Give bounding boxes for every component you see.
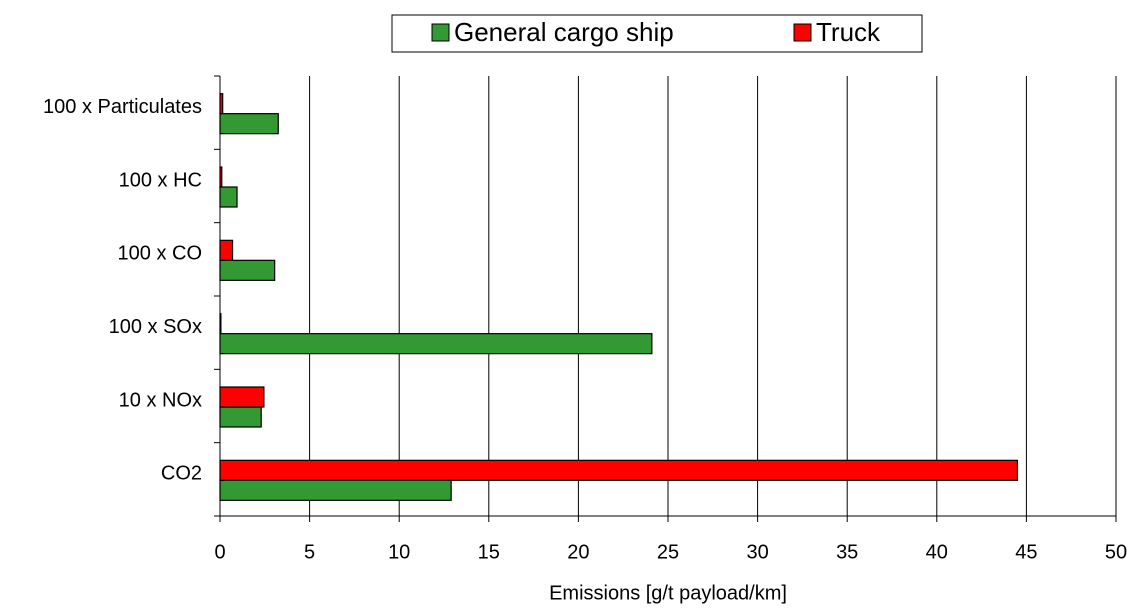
bar [219, 479, 452, 501]
x-axis-label: Emissions [g/t payload/km] [549, 582, 787, 604]
legend-label: General cargo ship [454, 17, 674, 47]
y-tick-label: 100 x Particulates [43, 96, 202, 118]
x-tick-label: 0 [214, 541, 225, 563]
x-tick-label: 40 [926, 541, 948, 563]
x-tick-label: 5 [304, 541, 315, 563]
bar [219, 93, 224, 115]
y-tick-label: 10 x NOx [119, 389, 202, 411]
x-tick-label: 30 [746, 541, 768, 563]
bar [219, 239, 234, 261]
x-tick-label: 35 [836, 541, 858, 563]
x-tick-label: 25 [657, 541, 679, 563]
bar [219, 113, 279, 135]
legend-box [391, 14, 923, 53]
bar [219, 333, 653, 355]
x-tick-label: 50 [1105, 541, 1127, 563]
x-tick-label: 10 [388, 541, 410, 563]
legend-label: Truck [816, 17, 881, 47]
x-tick-label: 15 [478, 541, 500, 563]
bar [219, 386, 265, 408]
legend-swatch [431, 23, 450, 42]
bar [219, 459, 1019, 481]
y-tick-label: 100 x CO [118, 243, 202, 265]
y-tick-label: 100 x SOx [109, 316, 202, 338]
bar [219, 406, 262, 428]
x-tick-label: 45 [1015, 541, 1037, 563]
bar [219, 186, 238, 208]
legend-swatch [793, 23, 812, 42]
x-tick-label: 20 [567, 541, 589, 563]
bar [219, 166, 223, 188]
bar [219, 259, 276, 281]
y-tick-label: 100 x HC [119, 169, 202, 191]
bar [219, 313, 222, 335]
y-tick-label: CO2 [161, 463, 202, 485]
